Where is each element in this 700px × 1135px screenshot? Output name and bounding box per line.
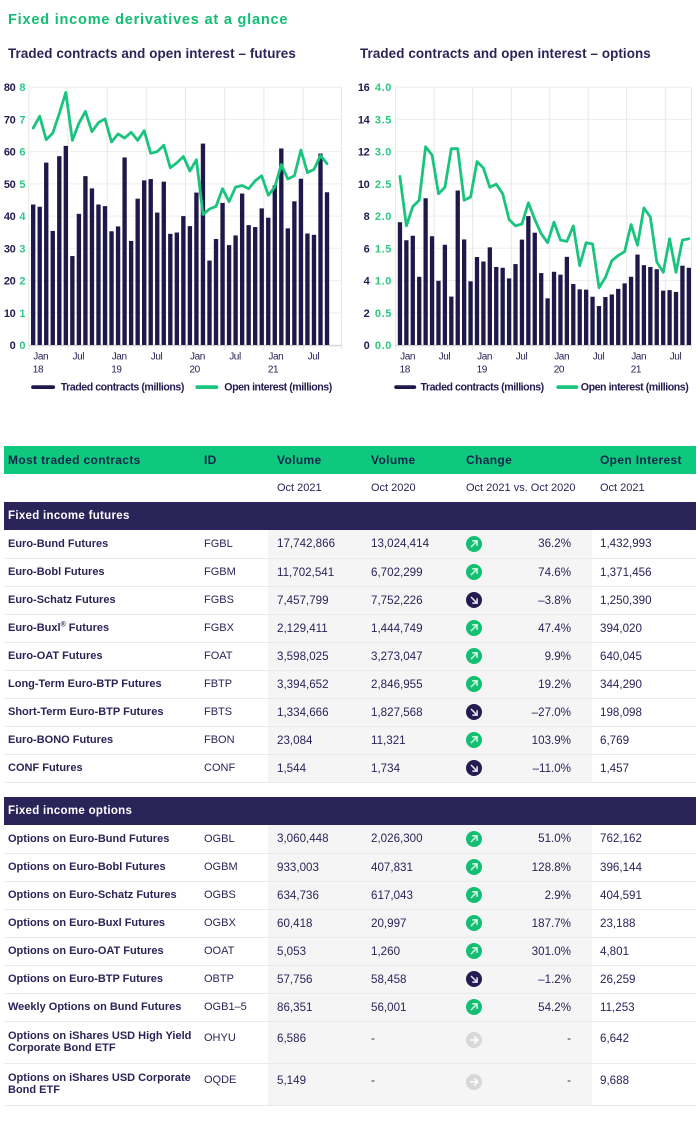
svg-text:30: 30: [4, 243, 16, 255]
svg-text:Jul: Jul: [73, 352, 85, 363]
svg-text:Jul: Jul: [229, 352, 241, 363]
svg-text:Open interest (millions): Open interest (millions): [224, 382, 332, 394]
svg-text:Traded contracts (millions): Traded contracts (millions): [421, 382, 544, 394]
svg-text:Open interest (millions): Open interest (millions): [581, 382, 689, 394]
svg-text:16: 16: [358, 82, 370, 94]
svg-text:Jul: Jul: [670, 352, 682, 363]
svg-text:Jul: Jul: [593, 352, 605, 363]
svg-text:Jan: Jan: [190, 352, 205, 363]
svg-text:2: 2: [364, 308, 370, 320]
svg-text:Jan: Jan: [631, 352, 646, 363]
svg-text:21: 21: [631, 365, 642, 376]
svg-text:1: 1: [19, 308, 25, 320]
svg-text:1.0: 1.0: [375, 276, 392, 288]
svg-text:5: 5: [19, 179, 25, 191]
svg-text:19: 19: [477, 365, 488, 376]
svg-text:10: 10: [358, 179, 370, 191]
svg-text:Jul: Jul: [516, 352, 528, 363]
svg-text:Jan: Jan: [400, 352, 415, 363]
svg-text:2.0: 2.0: [375, 211, 392, 223]
svg-text:Jul: Jul: [439, 352, 451, 363]
svg-text:4: 4: [19, 211, 26, 223]
svg-text:6: 6: [19, 147, 25, 159]
svg-text:Jan: Jan: [33, 352, 48, 363]
svg-text:80: 80: [4, 82, 16, 94]
svg-text:7: 7: [19, 114, 25, 126]
svg-text:18: 18: [400, 365, 411, 376]
svg-text:3.0: 3.0: [375, 147, 392, 159]
svg-text:0.0: 0.0: [375, 340, 392, 352]
svg-text:50: 50: [4, 179, 16, 191]
svg-text:60: 60: [4, 147, 16, 159]
svg-text:6: 6: [364, 243, 370, 255]
svg-text:18: 18: [33, 365, 44, 376]
svg-text:4.0: 4.0: [375, 82, 392, 94]
svg-text:0.5: 0.5: [375, 308, 392, 320]
svg-text:12: 12: [358, 147, 370, 159]
svg-text:20: 20: [4, 276, 16, 288]
svg-text:1.5: 1.5: [375, 243, 392, 255]
svg-text:0: 0: [364, 340, 370, 352]
svg-text:0: 0: [19, 340, 25, 352]
svg-text:20: 20: [554, 365, 565, 376]
svg-text:3: 3: [19, 243, 25, 255]
svg-text:Jan: Jan: [268, 352, 283, 363]
svg-text:Jul: Jul: [308, 352, 320, 363]
svg-text:21: 21: [268, 365, 279, 376]
svg-text:Jan: Jan: [477, 352, 492, 363]
svg-text:10: 10: [4, 308, 16, 320]
svg-text:Jan: Jan: [554, 352, 569, 363]
svg-text:19: 19: [111, 365, 122, 376]
svg-text:Jan: Jan: [112, 352, 127, 363]
svg-text:2: 2: [19, 276, 25, 288]
svg-text:Traded contracts (millions): Traded contracts (millions): [61, 382, 184, 394]
svg-text:3.5: 3.5: [375, 114, 392, 126]
svg-text:Jul: Jul: [151, 352, 163, 363]
svg-text:8: 8: [364, 211, 370, 223]
svg-text:20: 20: [190, 365, 201, 376]
svg-text:14: 14: [358, 114, 371, 126]
svg-text:8: 8: [19, 82, 25, 94]
svg-text:0: 0: [10, 340, 16, 352]
svg-text:40: 40: [4, 211, 16, 223]
svg-text:2.5: 2.5: [375, 179, 392, 191]
svg-text:70: 70: [4, 114, 16, 126]
svg-text:4: 4: [364, 276, 371, 288]
